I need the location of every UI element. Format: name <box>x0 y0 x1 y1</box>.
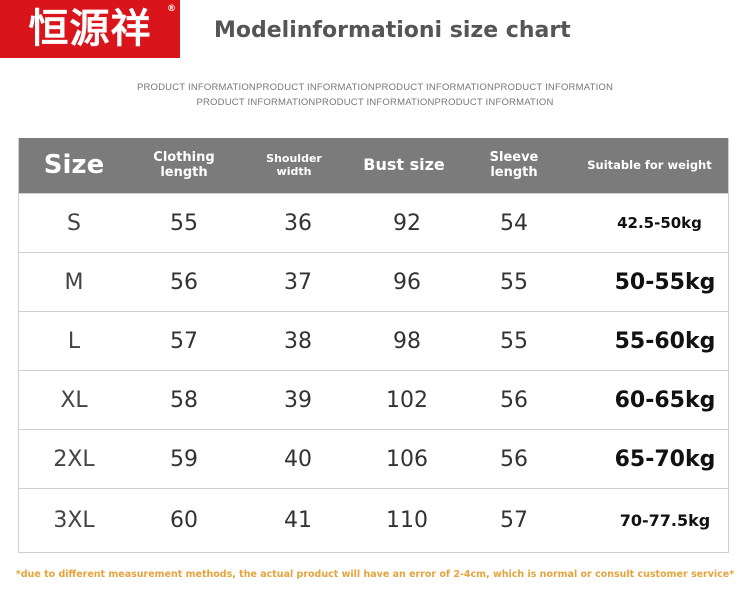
cell-shoulder-width: 37 <box>284 269 312 295</box>
table-row: M 56 37 96 55 50-55kg <box>19 252 728 311</box>
cell-sleeve-length: 57 <box>500 507 528 533</box>
brand-logo: 恒源祥 ® <box>0 0 180 58</box>
cell-bust-size: 110 <box>386 507 428 533</box>
header-shoulder-width: Shoulder width <box>266 151 322 178</box>
cell-clothing-length: 56 <box>170 269 198 295</box>
subtitle-line-1: PRODUCT INFORMATIONPRODUCT INFORMATIONPR… <box>136 82 614 93</box>
cell-sleeve-length: 56 <box>500 446 528 472</box>
table-header: Size Clothing length Shoulder width Bust… <box>19 138 728 193</box>
cell-bust-size: 106 <box>386 446 428 472</box>
cell-bust-size: 92 <box>393 210 421 236</box>
cell-size: M <box>64 269 84 295</box>
cell-bust-size: 96 <box>393 269 421 295</box>
header-suitable-weight: Suitable for weight <box>587 157 712 172</box>
cell-weight: 50-55kg <box>614 269 716 295</box>
cell-shoulder-width: 40 <box>284 446 312 472</box>
brand-logo-text: 恒源祥 <box>28 6 152 52</box>
cell-clothing-length: 55 <box>170 210 198 236</box>
table-row: 3XL 60 41 110 57 70-77.5kg <box>19 488 728 551</box>
cell-shoulder-width: 39 <box>284 387 312 413</box>
cell-clothing-length: 58 <box>170 387 198 413</box>
cell-clothing-length: 59 <box>170 446 198 472</box>
table-row: L 57 38 98 55 55-60kg <box>19 311 728 370</box>
table-row: 2XL 59 40 106 56 65-70kg <box>19 429 728 488</box>
cell-sleeve-length: 55 <box>500 328 528 354</box>
size-chart-table: Size Clothing length Shoulder width Bust… <box>18 138 729 553</box>
cell-clothing-length: 57 <box>170 328 198 354</box>
registered-mark: ® <box>167 4 176 14</box>
header-size: Size <box>43 149 105 180</box>
cell-size: 2XL <box>53 446 95 472</box>
cell-sleeve-length: 56 <box>500 387 528 413</box>
cell-weight: 60-65kg <box>614 387 716 413</box>
cell-bust-size: 102 <box>386 387 428 413</box>
measurement-note: *due to different measurement methods, t… <box>15 569 735 580</box>
cell-shoulder-width: 41 <box>284 507 312 533</box>
cell-weight: 65-70kg <box>614 446 716 472</box>
cell-shoulder-width: 38 <box>284 328 312 354</box>
cell-size: XL <box>60 387 88 413</box>
table-row: S 55 36 92 54 42.5-50kg <box>19 193 728 252</box>
page-title: Modelinformationi size chart <box>214 18 571 43</box>
cell-size: S <box>67 210 81 236</box>
cell-size: 3XL <box>53 507 95 533</box>
table-row: XL 58 39 102 56 60-65kg <box>19 370 728 429</box>
header-sleeve-length: Sleeve length <box>489 149 539 180</box>
cell-clothing-length: 60 <box>170 507 198 533</box>
cell-sleeve-length: 55 <box>500 269 528 295</box>
subtitle-line-2: PRODUCT INFORMATIONPRODUCT INFORMATIONPR… <box>196 97 554 108</box>
cell-bust-size: 98 <box>393 328 421 354</box>
cell-sleeve-length: 54 <box>500 210 528 236</box>
cell-weight: 42.5-50kg <box>617 214 702 232</box>
cell-weight: 70-77.5kg <box>619 510 711 530</box>
header-clothing-length: Clothing length <box>153 149 215 180</box>
header-bust-size: Bust size <box>363 155 445 175</box>
cell-weight: 55-60kg <box>614 328 716 354</box>
cell-size: L <box>67 328 81 354</box>
cell-shoulder-width: 36 <box>284 210 312 236</box>
